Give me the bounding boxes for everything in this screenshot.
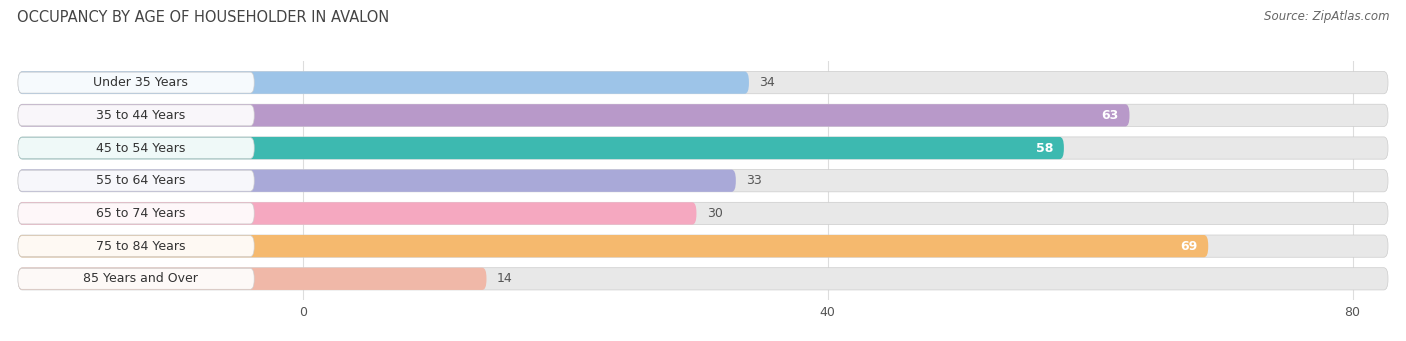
Text: 30: 30 bbox=[707, 207, 723, 220]
FancyBboxPatch shape bbox=[18, 169, 1388, 192]
Text: Source: ZipAtlas.com: Source: ZipAtlas.com bbox=[1264, 10, 1389, 23]
FancyBboxPatch shape bbox=[18, 137, 254, 159]
FancyBboxPatch shape bbox=[18, 137, 1388, 159]
FancyBboxPatch shape bbox=[18, 72, 749, 94]
FancyBboxPatch shape bbox=[18, 202, 696, 224]
Text: 69: 69 bbox=[1181, 240, 1198, 253]
FancyBboxPatch shape bbox=[18, 170, 254, 191]
Text: Under 35 Years: Under 35 Years bbox=[93, 76, 188, 89]
FancyBboxPatch shape bbox=[18, 268, 486, 290]
FancyBboxPatch shape bbox=[18, 169, 735, 192]
Text: 58: 58 bbox=[1036, 142, 1053, 154]
Text: 85 Years and Over: 85 Years and Over bbox=[83, 272, 198, 285]
Text: 34: 34 bbox=[759, 76, 775, 89]
FancyBboxPatch shape bbox=[18, 202, 1388, 224]
Text: 33: 33 bbox=[747, 174, 762, 187]
FancyBboxPatch shape bbox=[18, 72, 254, 93]
FancyBboxPatch shape bbox=[18, 235, 1208, 257]
FancyBboxPatch shape bbox=[18, 72, 1388, 94]
Text: 65 to 74 Years: 65 to 74 Years bbox=[96, 207, 186, 220]
Text: 63: 63 bbox=[1102, 109, 1119, 122]
FancyBboxPatch shape bbox=[18, 236, 254, 256]
Text: 55 to 64 Years: 55 to 64 Years bbox=[96, 174, 186, 187]
FancyBboxPatch shape bbox=[18, 235, 1388, 257]
Text: 45 to 54 Years: 45 to 54 Years bbox=[96, 142, 186, 154]
FancyBboxPatch shape bbox=[18, 105, 254, 126]
FancyBboxPatch shape bbox=[18, 104, 1388, 127]
FancyBboxPatch shape bbox=[18, 137, 1064, 159]
Text: 35 to 44 Years: 35 to 44 Years bbox=[96, 109, 186, 122]
FancyBboxPatch shape bbox=[18, 104, 1129, 127]
Text: 75 to 84 Years: 75 to 84 Years bbox=[96, 240, 186, 253]
FancyBboxPatch shape bbox=[18, 268, 1388, 290]
Text: 14: 14 bbox=[496, 272, 513, 285]
FancyBboxPatch shape bbox=[18, 268, 254, 289]
Text: OCCUPANCY BY AGE OF HOUSEHOLDER IN AVALON: OCCUPANCY BY AGE OF HOUSEHOLDER IN AVALO… bbox=[17, 10, 389, 25]
FancyBboxPatch shape bbox=[18, 203, 254, 224]
